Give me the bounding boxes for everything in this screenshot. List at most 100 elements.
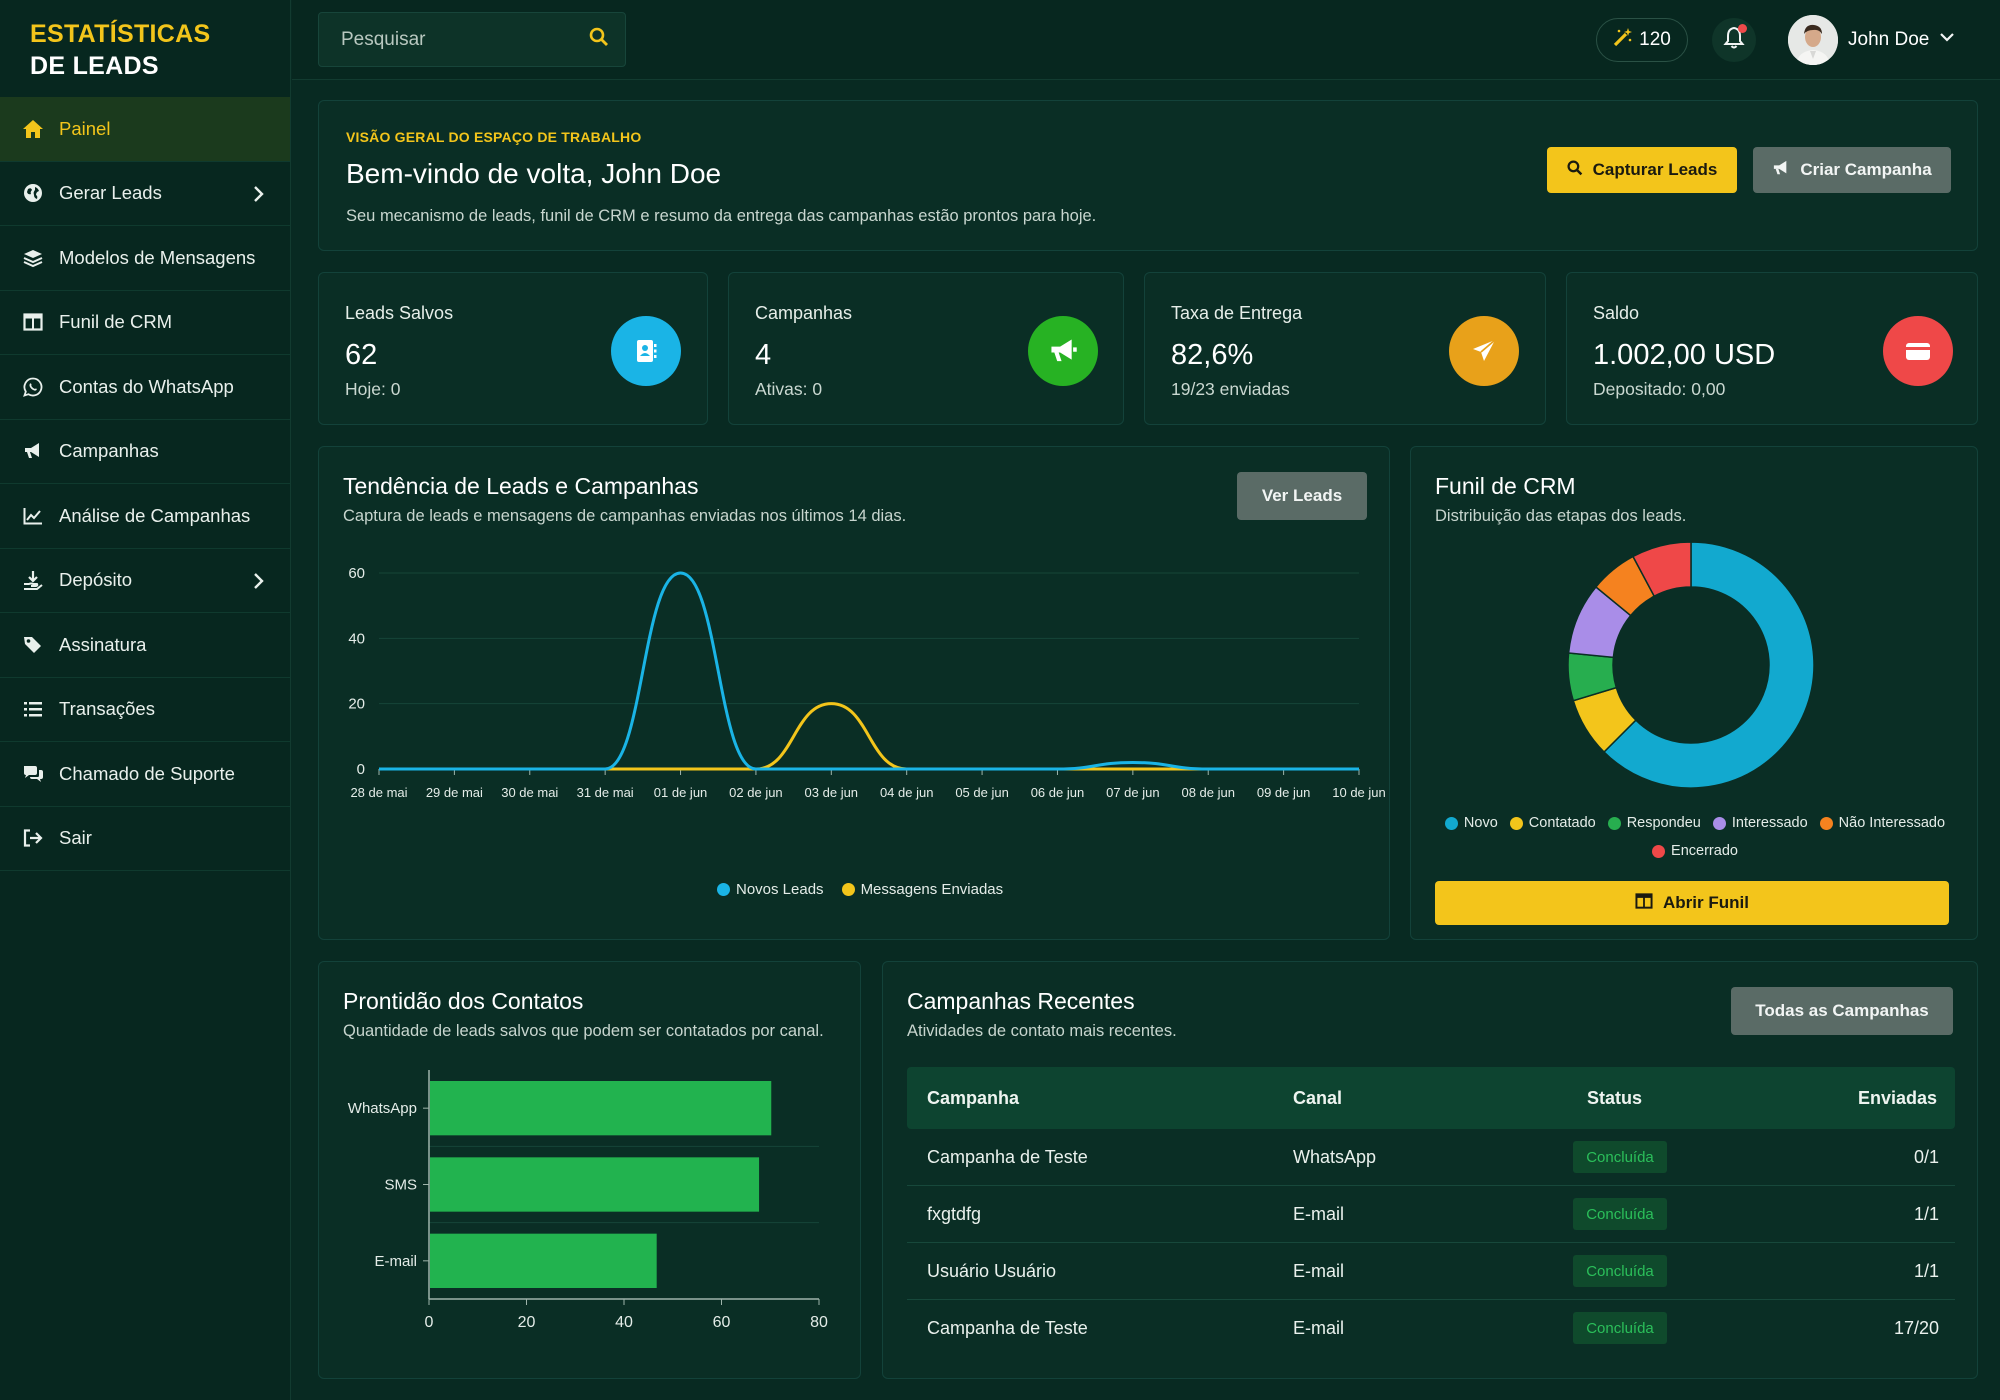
wallet-icon	[1883, 316, 1953, 386]
trend-chart: 0 20 40 60 28 de mai 29 de mai 30 de mai 31 de …	[348, 565, 1385, 800]
recent-subtitle: Atividades de contato mais recentes.	[907, 1022, 1177, 1040]
sidebar-item-label: Modelos de Mensagens	[59, 246, 256, 268]
logout-icon	[22, 827, 44, 849]
legend-item: Novo	[1444, 815, 1498, 831]
table-row[interactable]: Usuário Usuário E-mail Concluída 1/1	[907, 1243, 1955, 1300]
create-campaign-button[interactable]: Criar Campanha	[1753, 147, 1951, 193]
chevron-right-icon	[254, 185, 264, 202]
campaign-name: Usuário Usuário	[927, 1261, 1057, 1281]
x-tick-label: 31 de mai	[577, 785, 634, 800]
columns-icon	[22, 311, 44, 333]
credits-badge[interactable]: 120	[1596, 18, 1688, 62]
category-label: E-mail	[374, 1253, 417, 1270]
sidebar-item-suporte[interactable]: Chamado de Suporte	[0, 742, 290, 807]
x-tick-label: 04 de jun	[880, 785, 934, 800]
capture-leads-button[interactable]: Capturar Leads	[1547, 147, 1737, 193]
brand-logo[interactable]: ESTATÍSTICAS DE LEADS	[0, 0, 290, 97]
chevron-right-icon	[254, 572, 264, 589]
bar	[430, 1233, 657, 1288]
sidebar-item-modelos[interactable]: Modelos de Mensagens	[0, 226, 290, 291]
status-badge: Concluída	[1573, 1255, 1667, 1287]
user-name: John Doe	[1848, 29, 1930, 50]
megaphone-icon	[22, 440, 44, 462]
campaign-name: Campanha de Teste	[927, 1147, 1088, 1167]
search-icon[interactable]	[589, 27, 609, 52]
sidebar-item-analise[interactable]: Análise de Campanhas	[0, 484, 290, 549]
columns-icon	[1635, 892, 1653, 914]
megaphone-icon	[1772, 160, 1790, 181]
sidebar-item-funil[interactable]: Funil de CRM	[0, 291, 290, 355]
sidebar-item-transacoes[interactable]: Transações	[0, 678, 290, 742]
legend-label: Novo	[1463, 815, 1498, 831]
all-campaigns-button[interactable]: Todas as Campanhas	[1731, 987, 1953, 1035]
welcome-card: VISÃO GERAL DO ESPAÇO DE TRABALHO Bem-vi…	[318, 100, 1978, 251]
stat-value: 62	[345, 339, 378, 371]
y-tick-label: 20	[348, 696, 365, 713]
x-tick-label: 29 de mai	[426, 785, 483, 800]
legend-swatch	[717, 883, 730, 896]
sidebar-item-deposito[interactable]: Depósito	[0, 549, 290, 613]
stat-card-delivery: Taxa de Entrega 82,6% 19/23 enviadas	[1144, 272, 1546, 425]
view-leads-button[interactable]: Ver Leads	[1237, 472, 1367, 520]
campaign-sent: 1/1	[1913, 1204, 1939, 1224]
readiness-card: Prontidão dos Contatos Quantidade de lea…	[318, 961, 861, 1379]
sidebar-item-label: Transações	[59, 698, 155, 720]
table-row[interactable]: Campanha de Teste E-mail Concluída 17/20	[907, 1300, 1955, 1357]
legend-label: Encerrado	[1671, 843, 1738, 859]
brand-line-2: DE LEADS	[30, 52, 159, 80]
stat-sub: Depositado: 0,00	[1593, 379, 1726, 399]
all-campaigns-label: Todas as Campanhas	[1755, 1001, 1929, 1020]
search-icon	[1567, 159, 1583, 181]
open-funnel-button[interactable]: Abrir Funil	[1435, 881, 1949, 925]
sidebar-item-painel[interactable]: Painel	[0, 97, 290, 162]
legend-swatch	[1509, 816, 1523, 830]
line-chart-icon	[22, 505, 44, 527]
campaign-channel: E-mail	[1293, 1318, 1345, 1338]
column-header[interactable]: Canal	[1293, 1088, 1343, 1108]
sidebar-item-gerar-leads[interactable]: Gerar Leads	[0, 162, 290, 226]
sidebar-item-whatsapp[interactable]: Contas do WhatsApp	[0, 355, 290, 420]
stat-value: 4	[755, 339, 772, 371]
table-row[interactable]: fxgtdfg E-mail Concluída 1/1	[907, 1186, 1955, 1243]
legend-item: Contatado	[1509, 815, 1596, 831]
legend-swatch	[841, 883, 855, 896]
campaign-sent: 17/20	[1893, 1318, 1939, 1338]
sidebar-item-label: Campanhas	[59, 440, 159, 462]
welcome-subtitle: Seu mecanismo de leads, funil de CRM e r…	[346, 207, 1097, 225]
recent-title: Campanhas Recentes	[907, 988, 1135, 1014]
x-tick-label: 80	[810, 1314, 828, 1331]
x-tick-label: 08 de jun	[1181, 785, 1235, 800]
search-box	[318, 12, 626, 67]
notifications-button[interactable]	[1712, 18, 1756, 62]
column-header[interactable]: Campanha	[927, 1088, 1020, 1108]
sidebar-item-sair[interactable]: Sair	[0, 807, 290, 871]
credits-count: 120	[1639, 29, 1671, 50]
x-tick-label: 01 de jun	[654, 785, 708, 800]
readiness-bar-chart: WhatsApp SMS E-mail 0 20 40 60 80	[348, 1070, 828, 1331]
x-tick-label: 03 de jun	[805, 785, 859, 800]
create-campaign-label: Criar Campanha	[1800, 160, 1932, 179]
recent-campaigns-card: Campanhas Recentes Atividades de contato…	[882, 961, 1978, 1379]
column-header[interactable]: Enviadas	[1857, 1088, 1937, 1108]
user-menu[interactable]: John Doe	[1788, 14, 1955, 66]
deposit-icon	[22, 569, 44, 591]
x-tick-label: 07 de jun	[1106, 785, 1160, 800]
x-tick-label: 28 de mai	[350, 785, 407, 800]
search-input[interactable]	[341, 28, 589, 51]
donut-slice	[1632, 541, 1692, 598]
y-tick-label: 0	[357, 761, 365, 778]
sidebar-item-assinatura[interactable]: Assinatura	[0, 613, 290, 678]
column-header[interactable]: Status	[1587, 1088, 1643, 1108]
readiness-subtitle: Quantidade de leads salvos que podem ser…	[343, 1022, 824, 1040]
open-funnel-label: Abrir Funil	[1663, 893, 1749, 912]
home-icon	[22, 118, 44, 140]
y-tick-label: 60	[348, 565, 365, 582]
sidebar-item-label: Painel	[59, 117, 111, 139]
legend-label: Messagens Enviadas	[860, 881, 1004, 898]
table-row[interactable]: Campanha de Teste WhatsApp Concluída 0/1	[907, 1129, 1955, 1186]
sidebar-item-campanhas[interactable]: Campanhas	[0, 420, 290, 484]
crm-donut-chart	[1567, 541, 1815, 789]
sidebar-item-label: Chamado de Suporte	[59, 762, 235, 784]
sidebar: ESTATÍSTICAS DE LEADS Painel Gerar Leads…	[0, 0, 291, 1400]
chat-icon	[22, 763, 44, 785]
